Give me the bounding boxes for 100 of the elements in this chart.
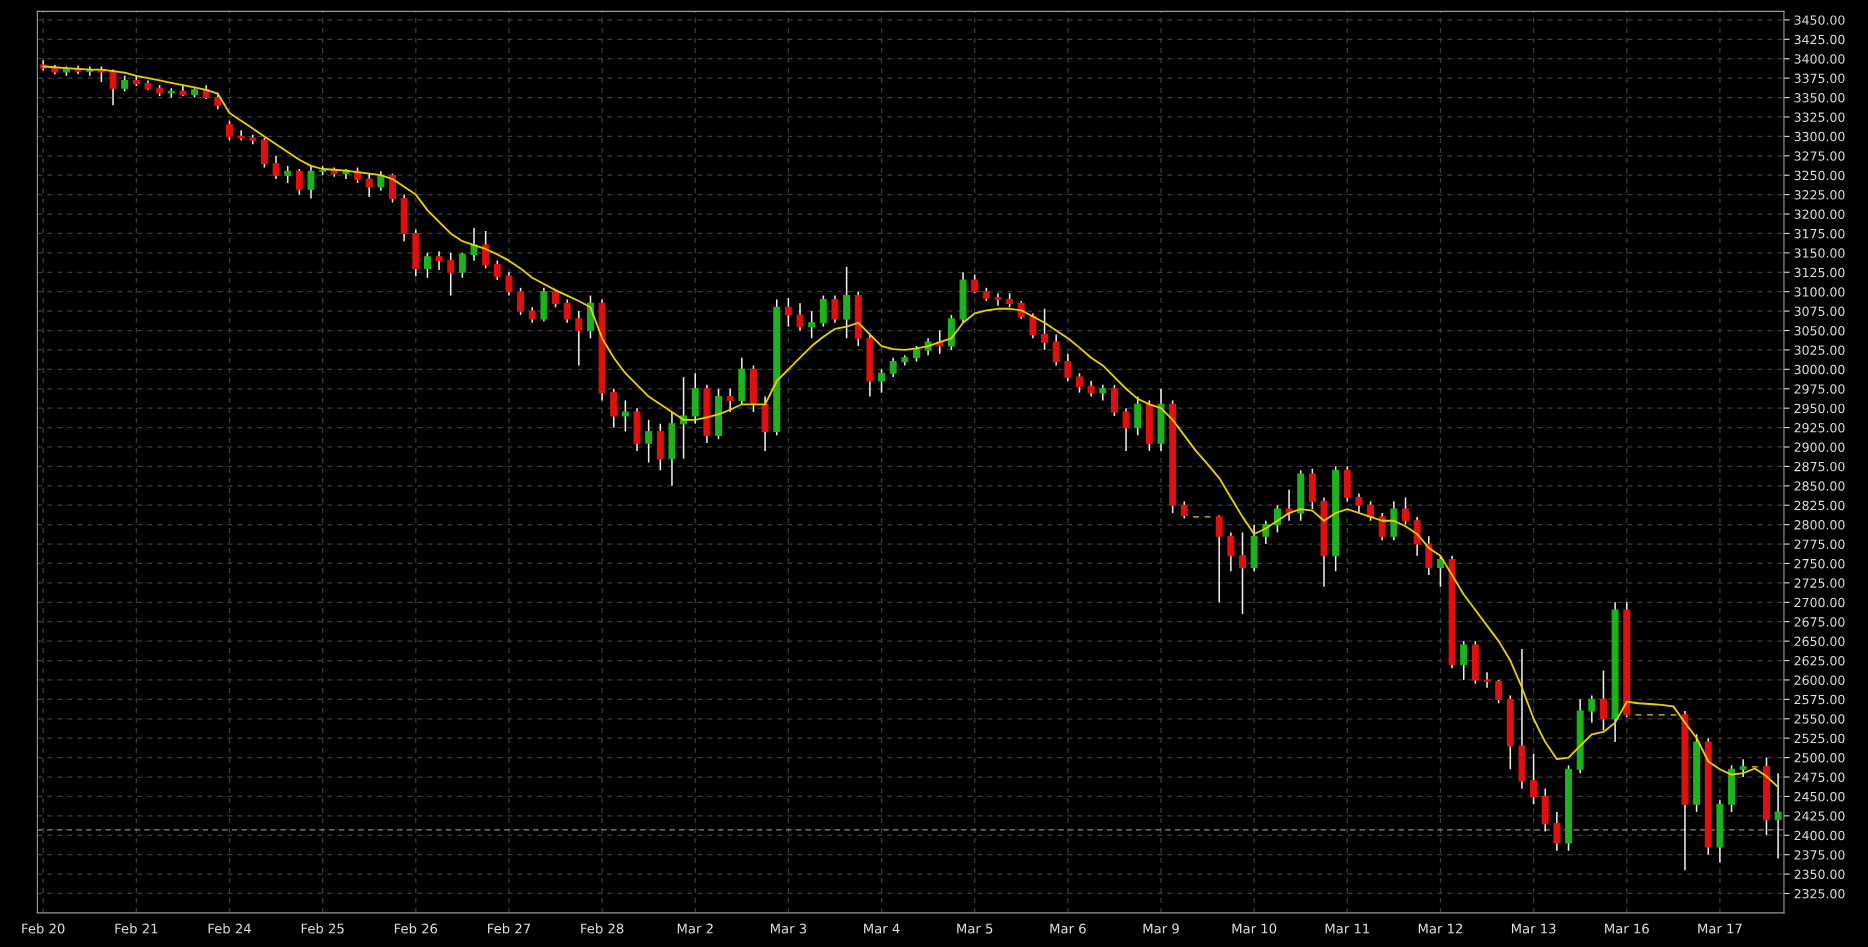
x-tick-label: Feb 26	[394, 923, 438, 934]
y-tick-label: 2675.00	[1794, 617, 1845, 627]
y-tick-label: 2375.00	[1794, 850, 1845, 860]
y-tick-label: 2600.00	[1794, 675, 1845, 685]
y-tick-label: 2875.00	[1794, 461, 1845, 472]
x-tick-label: Mar 13	[1511, 923, 1556, 934]
candlestick	[1553, 811, 1561, 852]
x-tick-label: Mar 6	[1050, 923, 1086, 934]
y-tick-label: 2400.00	[1794, 830, 1845, 841]
y-tick-label: 3375.00	[1794, 73, 1845, 84]
x-tick-label: Feb 28	[581, 923, 624, 934]
candlestick	[563, 298, 571, 324]
candlestick	[1774, 772, 1782, 860]
candlestick	[435, 250, 443, 271]
candlestick	[389, 172, 396, 204]
candlestick	[994, 292, 1002, 307]
candlestick	[260, 137, 268, 169]
candlestick	[1402, 496, 1409, 526]
candlestick	[1378, 512, 1386, 541]
x-tick-label: Feb 25	[301, 923, 344, 934]
x-tick-label: Feb 21	[115, 923, 158, 934]
candlestick	[1425, 535, 1433, 576]
candlestick	[295, 168, 303, 196]
candlestick	[1064, 353, 1072, 382]
candlestick	[1413, 516, 1421, 557]
y-tick-label: 2850.00	[1794, 481, 1845, 491]
candlestick	[365, 172, 373, 198]
candlestick	[1076, 372, 1083, 394]
candlestick	[1215, 514, 1223, 604]
candlestick	[889, 356, 897, 378]
x-tick-label: Mar 2	[677, 923, 713, 934]
y-tick-label: 3450.00	[1794, 15, 1845, 25]
y-tick-label: 2475.00	[1794, 772, 1845, 782]
y-tick-label: 3000.00	[1794, 364, 1845, 375]
y-tick-label: 3200.00	[1794, 209, 1845, 219]
candlestick	[1495, 679, 1503, 705]
y-tick-label: 3275.00	[1794, 151, 1845, 161]
candlestick	[423, 252, 431, 279]
y-tick-label: 2825.00	[1794, 500, 1845, 511]
candlestick	[1029, 312, 1037, 340]
x-tick-label: Mar 5	[957, 923, 993, 934]
candlestick	[819, 294, 827, 328]
candlestick	[1227, 531, 1235, 573]
candlestick	[784, 297, 792, 328]
y-tick-label: 2425.00	[1794, 811, 1845, 821]
y-tick-label: 2975.00	[1794, 384, 1845, 394]
y-tick-label: 3300.00	[1794, 131, 1845, 142]
candlestick	[808, 310, 816, 340]
candlestick	[307, 165, 315, 200]
candlestick	[1239, 531, 1246, 615]
x-tick-label: Mar 16	[1605, 923, 1649, 934]
y-tick-label: 2800.00	[1794, 520, 1845, 530]
candlestick	[1122, 407, 1130, 452]
y-tick-label: 2550.00	[1794, 714, 1845, 724]
x-tick-label: Feb 20	[22, 923, 65, 934]
y-tick-label: 3150.00	[1794, 248, 1845, 258]
y-tick-label: 2525.00	[1794, 733, 1845, 744]
x-tick-label: Feb 27	[488, 923, 530, 934]
candlestick	[1483, 671, 1491, 689]
y-tick-label: 2500.00	[1794, 753, 1845, 763]
y-tick-label: 3075.00	[1794, 306, 1845, 317]
y-tick-label: 3250.00	[1794, 170, 1845, 181]
candlestick	[1530, 752, 1538, 805]
x-tick-label: Feb 24	[208, 923, 251, 934]
y-tick-label: 2925.00	[1794, 423, 1845, 433]
candlestick	[377, 170, 385, 192]
y-tick-label: 2700.00	[1794, 597, 1845, 608]
y-tick-label: 2725.00	[1794, 578, 1845, 588]
candlestick	[1273, 504, 1281, 534]
y-tick-label: 2950.00	[1794, 403, 1845, 414]
candlestick	[482, 230, 490, 270]
candlestick	[505, 271, 513, 297]
y-tick-label: 2750.00	[1794, 558, 1845, 569]
candlestick	[470, 227, 478, 262]
candlestick	[447, 252, 455, 297]
candlestick	[726, 387, 734, 413]
candlestick	[796, 302, 804, 332]
candlestick	[843, 266, 851, 340]
y-tick-label: 2325.00	[1794, 888, 1845, 899]
x-tick-label: Mar 9	[1143, 923, 1179, 934]
candlestick	[458, 252, 466, 279]
candlestick	[878, 368, 886, 394]
y-tick-label: 2450.00	[1794, 791, 1845, 802]
y-tick-label: 3350.00	[1794, 93, 1845, 103]
x-tick-label: Mar 17	[1698, 923, 1742, 934]
candlestick	[1367, 500, 1375, 522]
candlestick	[621, 399, 629, 433]
y-tick-label: 2900.00	[1794, 442, 1845, 452]
y-tick-label: 2650.00	[1794, 636, 1845, 647]
y-tick-label: 3400.00	[1794, 54, 1845, 64]
candlestick	[226, 120, 233, 142]
y-tick-label: 3325.00	[1794, 112, 1845, 122]
y-tick-label: 2350.00	[1794, 869, 1845, 880]
candlestick	[971, 273, 979, 295]
x-tick-label: Mar 4	[864, 923, 900, 934]
y-tick-label: 3025.00	[1794, 345, 1845, 355]
candlestick	[272, 155, 280, 180]
candlestick	[1588, 694, 1596, 724]
x-tick-label: Mar 10	[1232, 923, 1277, 934]
x-tick-label: Mar 12	[1418, 923, 1463, 934]
